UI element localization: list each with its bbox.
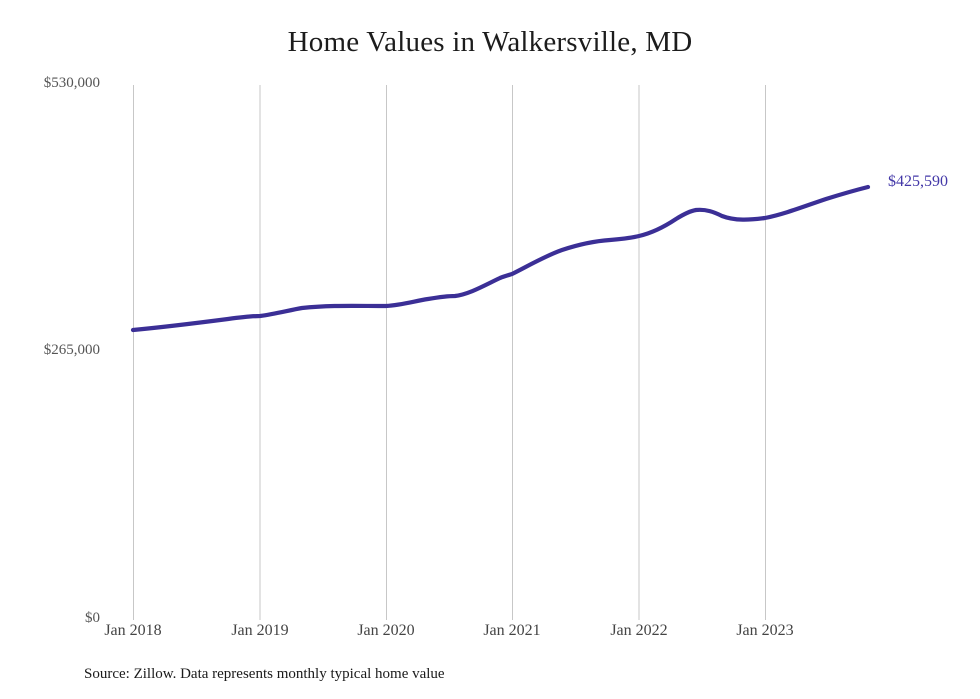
y-tick-label-265000: $265,000 (43, 342, 100, 358)
data-series-typical-home-value (130, 184, 871, 333)
y-tick-label-0: $0 (85, 610, 100, 626)
chart-title: Home Values in Walkersville, MD (287, 26, 693, 58)
end-value-annotation: $425,590 (888, 173, 948, 190)
x-tick-label-jan-2022: Jan 2022 (610, 622, 668, 639)
x-tick-label-jan-2020: Jan 2020 (357, 622, 415, 639)
x-tick-label-jan-2023: Jan 2023 (736, 622, 794, 639)
x-tick-label-jan-2021: Jan 2021 (483, 622, 541, 639)
y-tick-label-530000: $530,000 (43, 75, 100, 91)
source-note: Source: Zillow. Data represents monthly … (84, 666, 445, 682)
x-tick-label-jan-2018: Jan 2018 (104, 622, 162, 639)
x-tick-label-jan-2019: Jan 2019 (231, 622, 289, 639)
gridlines (133, 85, 766, 620)
